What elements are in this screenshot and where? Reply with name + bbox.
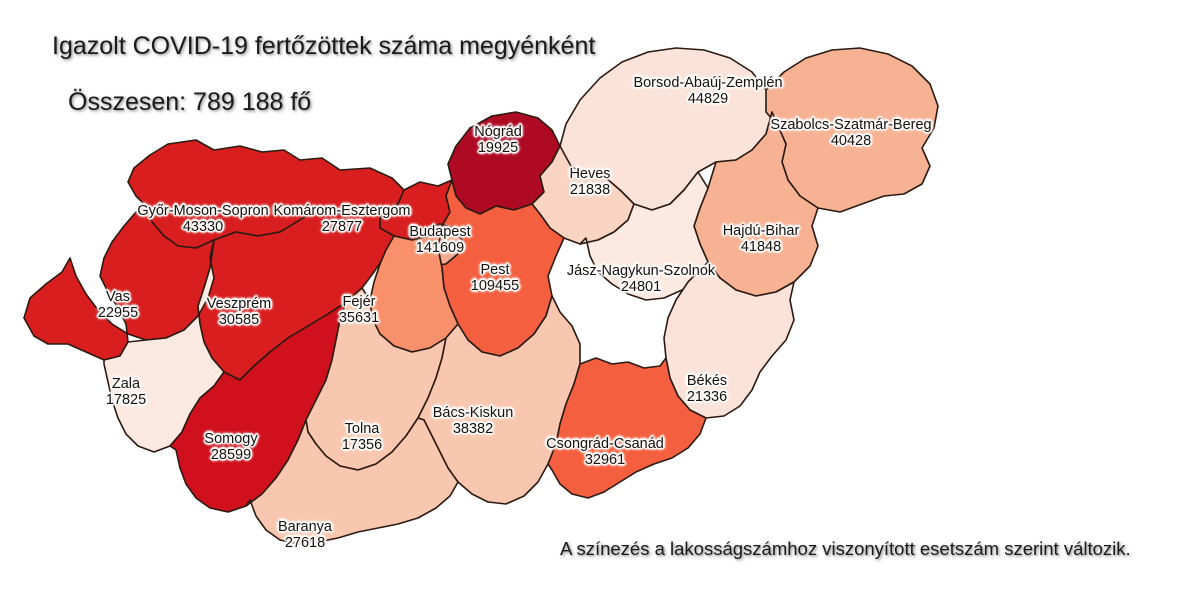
county-region-csongrad[interactable] xyxy=(547,357,707,499)
county-region-baranya[interactable] xyxy=(245,417,459,545)
page-title: Igazolt COVID-19 fertőzöttek száma megyé… xyxy=(52,32,596,60)
total-count-label: Összesen: 789 188 fő xyxy=(68,88,312,116)
county-region-jasz[interactable] xyxy=(579,171,709,301)
county-region-bekes[interactable] xyxy=(663,261,795,419)
coloring-note: A színezés a lakosságszámhoz viszonyítot… xyxy=(560,538,1131,559)
